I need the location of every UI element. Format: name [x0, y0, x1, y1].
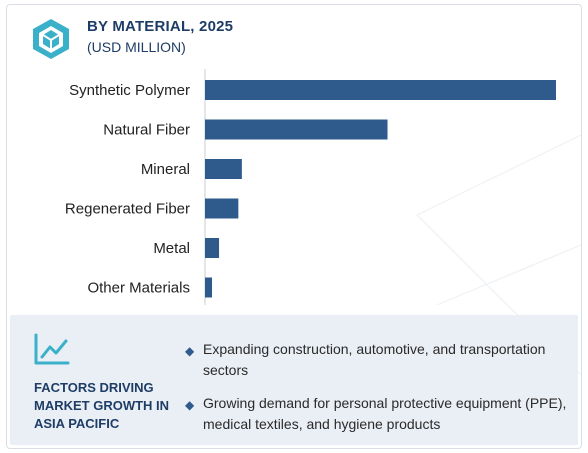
- trend-line-icon: [34, 333, 70, 365]
- factors-panel: FACTORS DRIVING MARKET GROWTH IN ASIA PA…: [10, 315, 578, 445]
- factors-title: FACTORS DRIVING MARKET GROWTH IN ASIA PA…: [34, 380, 170, 431]
- hexagon-cube-icon: [33, 19, 69, 59]
- chart-card: BY MATERIAL, 2025 (USD MILLION) Syntheti…: [6, 4, 582, 449]
- chart-subtitle: (USD MILLION): [87, 39, 186, 55]
- diamond-bullet-icon: ◆: [185, 344, 195, 358]
- category-label: Synthetic Polymer: [69, 82, 190, 99]
- chart-title: BY MATERIAL, 2025: [87, 18, 234, 35]
- diamond-bullet-icon: ◆: [185, 398, 195, 412]
- bar-natural-fiber: [205, 119, 388, 140]
- bar-regenerated-fiber: [205, 198, 239, 219]
- factor-text: Expanding construction, automotive, and …: [203, 341, 546, 378]
- bar-synthetic-polymer: [205, 80, 556, 100]
- category-label: Metal: [153, 240, 190, 257]
- bar-other-materials: [205, 277, 213, 298]
- factor-text: Growing demand for personal protective e…: [203, 395, 567, 432]
- bar-chart: Synthetic Polymer Natural Fiber Mineral Reg…: [65, 69, 556, 305]
- category-label: Mineral: [141, 161, 190, 178]
- bar-metal: [205, 238, 220, 258]
- bar-mineral: [205, 159, 242, 179]
- factor-item: ◆ Expanding construction, automotive, an…: [185, 339, 581, 381]
- category-label: Other Materials: [87, 280, 190, 297]
- factor-item: ◆ Growing demand for personal protective…: [185, 393, 581, 435]
- category-label: Regenerated Fiber: [65, 201, 190, 218]
- category-label: Natural Fiber: [103, 122, 190, 139]
